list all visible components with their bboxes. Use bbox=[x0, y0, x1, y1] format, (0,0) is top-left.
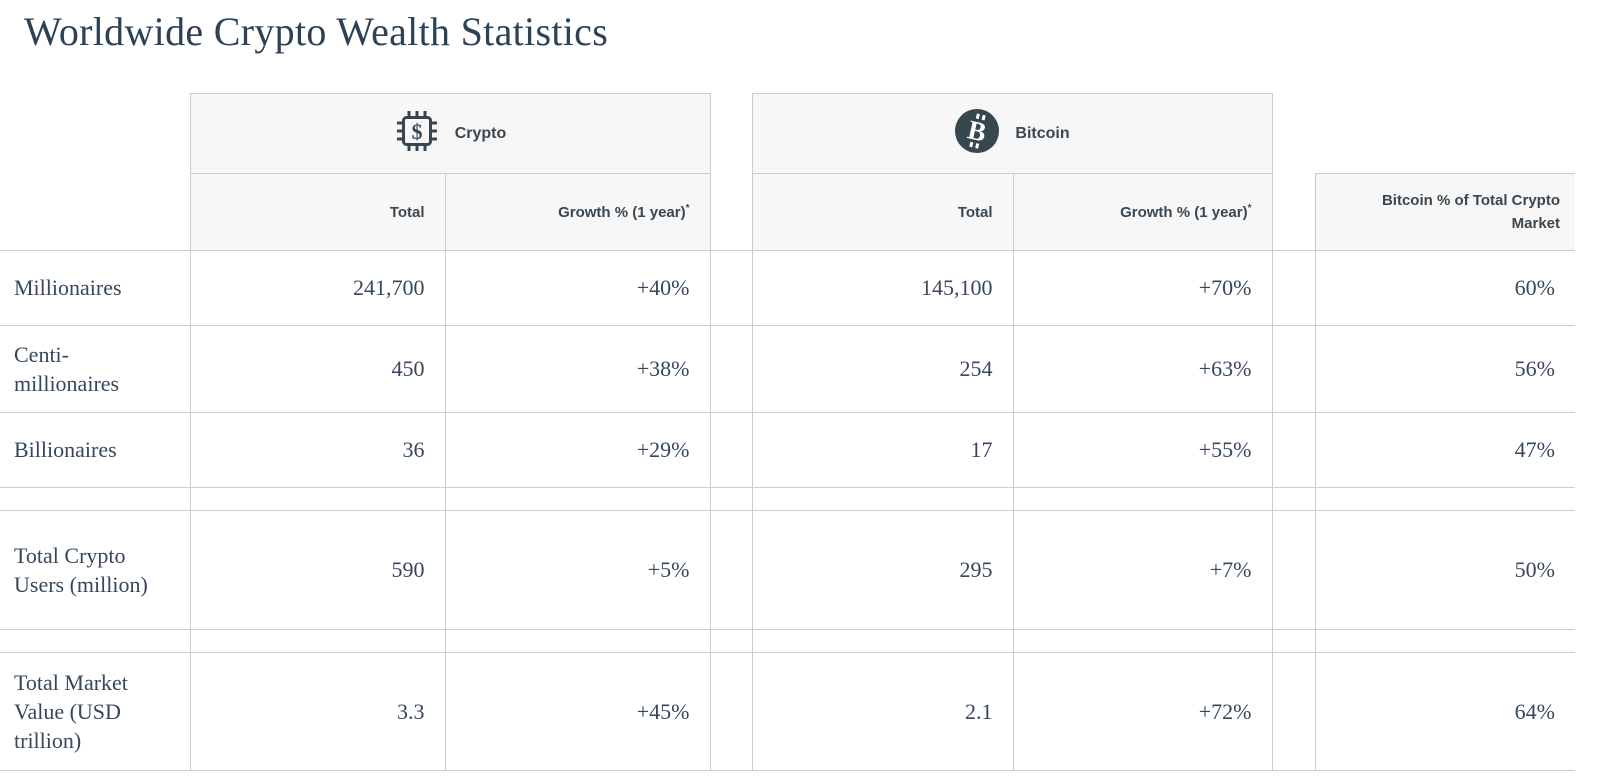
bitcoin-total-header: Total bbox=[751, 173, 1014, 251]
table-row-total-crypto-users: Total Crypto Users (million) 590 +5% 295… bbox=[0, 510, 1575, 630]
bitcoin-growth-value: +70% bbox=[1012, 250, 1273, 326]
bitcoin-growth-value: +63% bbox=[1012, 325, 1273, 413]
subheader-row: Total Growth % (1 year)* Total Growth % … bbox=[0, 173, 1575, 251]
gap-cell bbox=[709, 510, 753, 630]
crypto-group-label: Crypto bbox=[454, 124, 507, 142]
bitcoin-total-value: 2.1 bbox=[751, 652, 1014, 771]
bitcoin-icon: B bbox=[954, 108, 1000, 159]
subheader-gap bbox=[710, 173, 752, 251]
gap-cell bbox=[709, 412, 753, 488]
bitcoin-total-value: 17 bbox=[751, 412, 1014, 488]
table-row-total-market-value: Total Market Value (USD trillion) 3.3 +4… bbox=[0, 652, 1575, 771]
crypto-total-value: 241,700 bbox=[189, 250, 446, 326]
subheader-gap bbox=[1272, 173, 1315, 251]
crypto-growth-value: +5% bbox=[444, 510, 711, 630]
group-header-row: $ Crypto B B bbox=[0, 93, 1575, 174]
spacer-row bbox=[0, 487, 1575, 511]
bitcoin-share-value: 50% bbox=[1314, 510, 1575, 630]
svg-text:$: $ bbox=[411, 119, 422, 144]
crypto-total-header: Total bbox=[189, 173, 446, 251]
bitcoin-group-header: B Bitcoin bbox=[751, 93, 1273, 174]
chip-dollar-icon: $ bbox=[394, 108, 440, 159]
gap-cell bbox=[1271, 250, 1316, 326]
corner-blank bbox=[0, 93, 190, 174]
crypto-total-value: 450 bbox=[189, 325, 446, 413]
subheader-blank bbox=[0, 173, 190, 251]
bitcoin-share-value: 64% bbox=[1314, 652, 1575, 771]
bitcoin-growth-value: +7% bbox=[1012, 510, 1273, 630]
row-label: Centi-millionaires bbox=[0, 325, 190, 413]
bitcoin-growth-value: +55% bbox=[1012, 412, 1273, 488]
table-row-millionaires: Millionaires 241,700 +40% 145,100 +70% 6… bbox=[0, 250, 1575, 326]
bitcoin-growth-header: Growth % (1 year)* bbox=[1012, 173, 1273, 251]
gap-cell bbox=[709, 652, 753, 771]
header-blank bbox=[1315, 93, 1575, 174]
crypto-growth-value: +40% bbox=[444, 250, 711, 326]
bitcoin-share-value: 60% bbox=[1314, 250, 1575, 326]
gap-cell bbox=[1271, 652, 1316, 771]
bitcoin-total-value: 254 bbox=[751, 325, 1014, 413]
bitcoin-share-value: 47% bbox=[1314, 412, 1575, 488]
row-label: Billionaires bbox=[0, 412, 190, 488]
crypto-wealth-table: $ Crypto B B bbox=[0, 93, 1575, 771]
table-row-centi-millionaires: Centi-millionaires 450 +38% 254 +63% 56% bbox=[0, 325, 1575, 413]
bitcoin-group-label: Bitcoin bbox=[1015, 124, 1070, 142]
header-gap bbox=[1272, 93, 1315, 174]
page-title: Worldwide Crypto Wealth Statistics bbox=[24, 9, 609, 54]
crypto-growth-value: +38% bbox=[444, 325, 711, 413]
bitcoin-total-value: 145,100 bbox=[751, 250, 1014, 326]
bitcoin-total-value: 295 bbox=[751, 510, 1014, 630]
spacer-row bbox=[0, 629, 1575, 653]
bitcoin-growth-value: +72% bbox=[1012, 652, 1273, 771]
table-row-billionaires: Billionaires 36 +29% 17 +55% 47% bbox=[0, 412, 1575, 488]
gap-cell bbox=[1271, 510, 1316, 630]
crypto-group-header: $ Crypto bbox=[189, 93, 711, 174]
gap-cell bbox=[1271, 325, 1316, 413]
crypto-total-value: 590 bbox=[189, 510, 446, 630]
row-label: Millionaires bbox=[0, 250, 190, 326]
crypto-growth-header: Growth % (1 year)* bbox=[444, 173, 711, 251]
gap-cell bbox=[709, 325, 753, 413]
row-label: Total Crypto Users (million) bbox=[0, 510, 190, 630]
crypto-total-value: 3.3 bbox=[189, 652, 446, 771]
crypto-total-value: 36 bbox=[189, 412, 446, 488]
gap-cell bbox=[1271, 412, 1316, 488]
bitcoin-share-header: Bitcoin % of Total Crypto Market bbox=[1314, 173, 1575, 251]
gap-cell bbox=[709, 250, 753, 326]
crypto-growth-value: +29% bbox=[444, 412, 711, 488]
header-gap bbox=[710, 93, 752, 174]
row-label: Total Market Value (USD trillion) bbox=[0, 652, 190, 771]
bitcoin-share-value: 56% bbox=[1314, 325, 1575, 413]
crypto-growth-value: +45% bbox=[444, 652, 711, 771]
